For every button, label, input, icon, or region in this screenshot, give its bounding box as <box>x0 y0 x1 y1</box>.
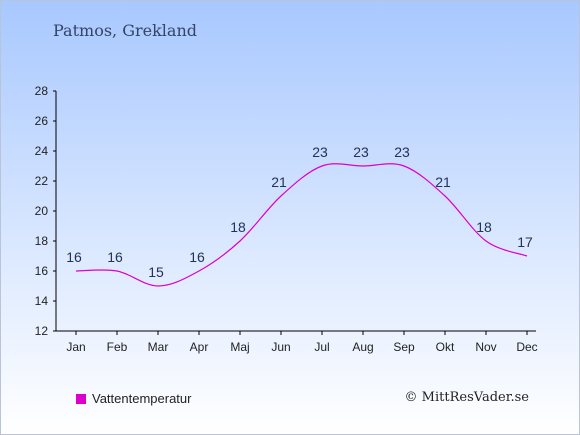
y-tick-label: 22 <box>35 174 49 188</box>
x-tick-label: Okt <box>436 340 455 354</box>
x-tick-label: Mar <box>148 340 169 354</box>
data-label: 16 <box>66 249 82 265</box>
series-line <box>75 163 528 287</box>
data-label: 23 <box>353 144 369 160</box>
x-tick-label: Jun <box>271 340 290 354</box>
y-tick-label: 16 <box>35 264 49 278</box>
y-tick-label: 12 <box>35 324 49 338</box>
x-tick-label: Sep <box>393 340 415 354</box>
copyright-text: © MittResVader.se <box>404 390 529 405</box>
data-label: 16 <box>189 249 205 265</box>
x-tick-label: Nov <box>475 340 496 354</box>
data-label: 23 <box>394 144 410 160</box>
y-tick-label: 24 <box>35 144 49 158</box>
data-label: 16 <box>107 249 123 265</box>
x-tick-label: Jan <box>66 340 85 354</box>
chart-title: Patmos, Grekland <box>53 21 197 40</box>
data-label: 21 <box>435 174 451 190</box>
y-tick-label: 26 <box>35 114 49 128</box>
y-tick-label: 18 <box>35 234 49 248</box>
legend: Vattentemperatur <box>76 391 191 406</box>
data-label: 23 <box>312 144 328 160</box>
x-tick-label: Feb <box>107 340 128 354</box>
legend-label: Vattentemperatur <box>92 391 192 406</box>
x-tick-label: Jul <box>314 340 329 354</box>
x-tick-label: Apr <box>190 340 209 354</box>
y-tick-label: 20 <box>35 204 49 218</box>
data-label: 17 <box>517 234 533 250</box>
data-label: 15 <box>148 264 164 280</box>
x-tick-label: Dec <box>516 340 537 354</box>
x-tick-label: Maj <box>230 340 249 354</box>
y-tick-label: 14 <box>35 294 49 308</box>
legend-swatch <box>76 393 86 404</box>
y-tick-label: 28 <box>35 84 49 98</box>
x-tick-label: Aug <box>352 340 373 354</box>
data-label: 18 <box>230 219 246 235</box>
data-label: 21 <box>271 174 287 190</box>
data-label: 18 <box>476 219 492 235</box>
